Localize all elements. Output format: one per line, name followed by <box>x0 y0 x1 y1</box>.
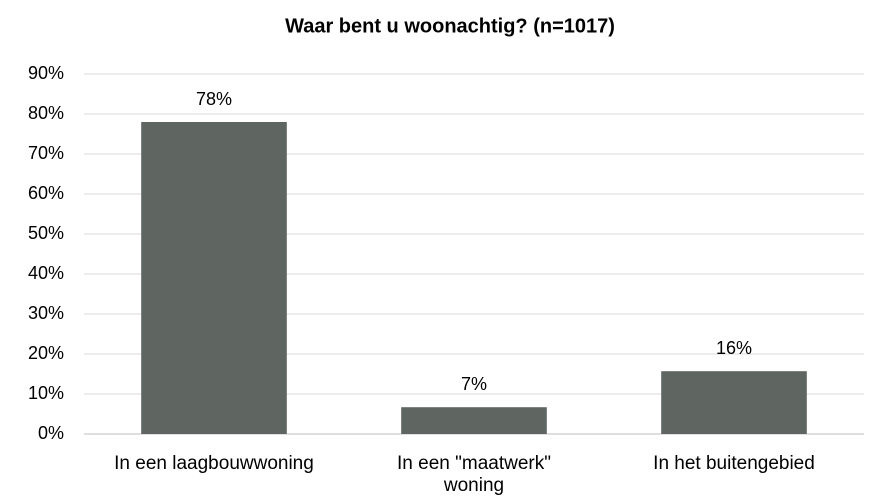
y-tick-label: 40% <box>28 263 64 283</box>
data-label: 16% <box>716 338 752 358</box>
y-tick-label: 60% <box>28 183 64 203</box>
x-tick-label: In het buitengebied <box>653 453 815 474</box>
y-tick-label: 80% <box>28 103 64 123</box>
y-tick-label: 20% <box>28 343 64 363</box>
bar <box>141 122 287 434</box>
y-tick-label: 90% <box>28 63 64 83</box>
bar <box>401 407 547 434</box>
x-tick-label: In een laagbouwwoning <box>114 453 314 474</box>
y-tick-label: 70% <box>28 143 64 163</box>
data-label: 7% <box>461 374 487 394</box>
y-tick-label: 0% <box>38 423 64 443</box>
chart-title: Waar bent u woonachtig? (n=1017) <box>285 15 615 37</box>
y-tick-label: 50% <box>28 223 64 243</box>
x-tick-label: In een "maatwerk" woning <box>397 453 551 496</box>
y-tick-label: 10% <box>28 383 64 403</box>
bar <box>661 371 807 434</box>
data-label: 78% <box>196 89 232 109</box>
y-tick-label: 30% <box>28 303 64 323</box>
